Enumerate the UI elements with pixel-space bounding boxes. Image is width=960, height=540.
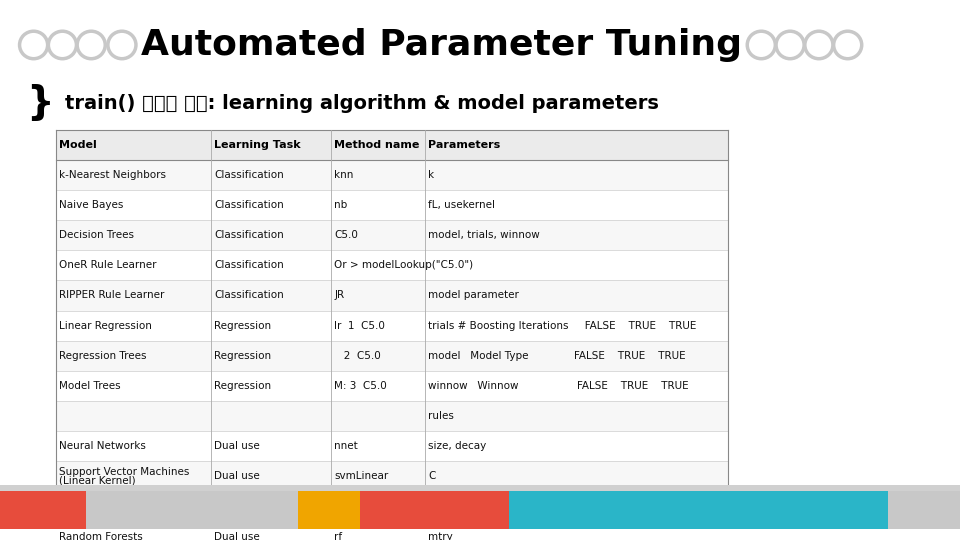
Text: OneR Rule Learner: OneR Rule Learner — [59, 260, 156, 271]
Bar — [56, 461, 728, 491]
Text: Regression: Regression — [214, 321, 272, 330]
Bar — [86, 491, 298, 529]
Text: trials # Boosting Iterations     FALSE    TRUE    TRUE: trials # Boosting Iterations FALSE TRUE … — [428, 321, 697, 330]
Text: Dual use: Dual use — [214, 441, 260, 451]
Text: RIPPER Rule Learner: RIPPER Rule Learner — [59, 291, 164, 300]
Bar — [360, 491, 509, 529]
Text: model, trials, winnow: model, trials, winnow — [428, 230, 540, 240]
Text: rules: rules — [428, 411, 454, 421]
Text: Classification: Classification — [214, 200, 284, 210]
Text: k: k — [428, 170, 435, 180]
Text: 2  C5.0: 2 C5.0 — [334, 351, 381, 361]
Text: Parameters: Parameters — [428, 140, 500, 150]
Text: lr  1  C5.0: lr 1 C5.0 — [334, 321, 385, 330]
Text: Dual use: Dual use — [214, 502, 260, 511]
Text: JR: JR — [334, 291, 345, 300]
Text: Regression: Regression — [214, 381, 272, 391]
Text: Model Trees: Model Trees — [59, 381, 120, 391]
Text: train() 함수의 활용: learning algorithm & model parameters: train() 함수의 활용: learning algorithm & mod… — [65, 93, 660, 113]
Text: nnet: nnet — [334, 441, 358, 451]
Bar — [56, 341, 728, 371]
Bar — [56, 491, 728, 522]
Bar — [56, 431, 728, 461]
Text: svmLinear: svmLinear — [334, 471, 389, 481]
Text: (Radial Basis Kernel): (Radial Basis Kernel) — [59, 505, 166, 515]
Bar — [56, 522, 728, 540]
Text: Support Vector Machines: Support Vector Machines — [59, 497, 189, 508]
Text: Classification: Classification — [214, 230, 284, 240]
Text: size, decay: size, decay — [428, 441, 487, 451]
Bar — [298, 491, 360, 529]
Text: Model: Model — [59, 140, 96, 150]
Text: (Linear Kernel): (Linear Kernel) — [59, 475, 135, 485]
Text: Support Vector Machines: Support Vector Machines — [59, 468, 189, 477]
Text: rf: rf — [334, 532, 343, 540]
Text: Neural Networks: Neural Networks — [59, 441, 146, 451]
Text: model parameter: model parameter — [428, 291, 519, 300]
Text: k-Nearest Neighbors: k-Nearest Neighbors — [59, 170, 166, 180]
Text: Dual use: Dual use — [214, 471, 260, 481]
Text: Dual use: Dual use — [214, 532, 260, 540]
Text: Regression Trees: Regression Trees — [59, 351, 146, 361]
Text: Classification: Classification — [214, 291, 284, 300]
Bar — [509, 491, 888, 529]
Text: Regression: Regression — [214, 351, 272, 361]
Text: winnow   Winnow                  FALSE    TRUE    TRUE: winnow Winnow FALSE TRUE TRUE — [428, 381, 689, 391]
Text: Decision Trees: Decision Trees — [59, 230, 133, 240]
Bar — [0, 485, 960, 491]
Bar — [56, 310, 728, 341]
Bar — [56, 130, 728, 160]
Text: Or > modelLookup("C5.0"): Or > modelLookup("C5.0") — [334, 260, 473, 271]
Bar — [56, 371, 728, 401]
Text: model   Model Type              FALSE    TRUE    TRUE: model Model Type FALSE TRUE TRUE — [428, 351, 685, 361]
Bar — [56, 220, 728, 250]
Text: }: } — [27, 84, 54, 122]
Text: Classification: Classification — [214, 170, 284, 180]
Bar — [888, 491, 960, 529]
Text: Automated Parameter Tuning: Automated Parameter Tuning — [141, 28, 742, 62]
Bar — [56, 401, 728, 431]
Text: svmRadial: svmRadial — [334, 502, 388, 511]
Text: Random Forests: Random Forests — [59, 532, 142, 540]
Bar — [0, 491, 86, 529]
Text: Method name: Method name — [334, 140, 420, 150]
Text: Linear Regression: Linear Regression — [59, 321, 152, 330]
Text: M: 3  C5.0: M: 3 C5.0 — [334, 381, 387, 391]
Text: Naive Bayes: Naive Bayes — [59, 200, 123, 210]
Text: mtry: mtry — [428, 532, 453, 540]
Text: fL, usekernel: fL, usekernel — [428, 200, 495, 210]
Text: Classification: Classification — [214, 260, 284, 271]
Text: C: C — [428, 471, 436, 481]
Bar — [56, 160, 728, 190]
Bar — [56, 280, 728, 310]
Text: C, sigma: C, sigma — [428, 502, 474, 511]
Text: nb: nb — [334, 200, 348, 210]
Text: knn: knn — [334, 170, 353, 180]
Text: Learning Task: Learning Task — [214, 140, 300, 150]
Text: C5.0: C5.0 — [334, 230, 358, 240]
Bar — [56, 190, 728, 220]
Bar — [56, 250, 728, 280]
